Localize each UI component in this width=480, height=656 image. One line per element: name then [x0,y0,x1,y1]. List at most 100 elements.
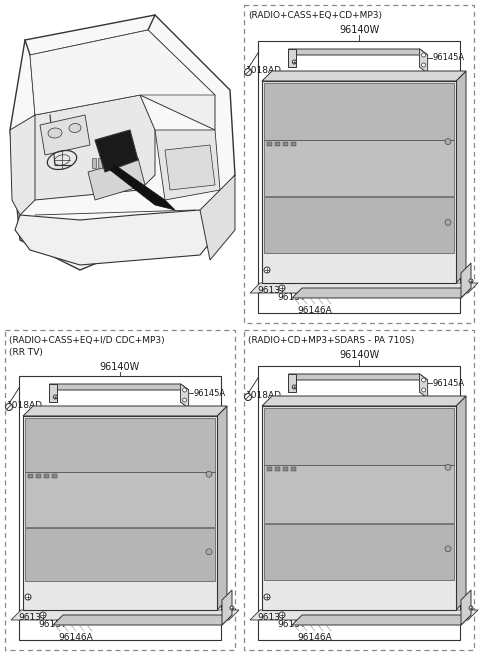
Circle shape [445,546,451,552]
Circle shape [182,398,187,402]
Bar [104,158,108,168]
Polygon shape [49,384,57,402]
Circle shape [445,464,451,470]
Bar [264,523,454,580]
Polygon shape [420,49,428,73]
Bar [283,467,288,471]
Circle shape [279,612,285,618]
Polygon shape [292,615,471,625]
Ellipse shape [48,128,62,138]
Polygon shape [200,175,235,260]
Text: 96140W: 96140W [339,350,379,360]
Polygon shape [262,396,466,406]
Circle shape [461,285,467,291]
Polygon shape [292,288,471,298]
Bar [264,197,454,253]
Ellipse shape [69,123,81,133]
Circle shape [25,594,31,600]
Text: 96146A: 96146A [297,633,332,642]
Polygon shape [23,406,227,416]
Text: 1018AD: 1018AD [246,66,282,75]
Circle shape [461,276,467,281]
Circle shape [279,285,285,291]
Bar [25,418,215,472]
Bar [275,467,280,471]
Circle shape [53,395,57,399]
Bar [98,158,102,168]
Bar [264,465,454,523]
Polygon shape [180,384,189,408]
Bar [23,416,217,610]
Bar [52,474,57,478]
Polygon shape [30,30,215,115]
Text: 1018AD: 1018AD [246,391,282,400]
Polygon shape [165,145,215,190]
Text: 96145A: 96145A [432,54,465,62]
Polygon shape [456,71,466,283]
Text: (RADIO+CASS+EQ+CD+MP3): (RADIO+CASS+EQ+CD+MP3) [248,11,382,20]
Bar [291,142,296,146]
Text: 96137: 96137 [18,613,47,622]
Polygon shape [180,384,189,408]
Polygon shape [222,590,232,625]
Polygon shape [288,374,428,380]
Bar [92,158,96,168]
Bar [36,474,41,478]
Polygon shape [110,165,175,210]
Bar [262,81,456,283]
Bar [267,142,272,146]
Bar [244,5,474,323]
Circle shape [292,60,296,64]
Polygon shape [456,396,466,610]
Circle shape [182,388,187,392]
Bar [262,406,456,610]
Polygon shape [88,158,145,200]
Circle shape [206,549,212,555]
Bar [264,140,454,196]
Bar [291,467,296,471]
Text: 1018AD: 1018AD [7,401,43,410]
Polygon shape [30,30,215,130]
Circle shape [230,606,234,610]
Polygon shape [155,130,220,200]
Circle shape [206,471,212,477]
Bar [264,83,454,140]
Text: 96145A: 96145A [193,388,226,398]
Text: 96140W: 96140W [100,362,140,372]
Circle shape [421,388,426,392]
Polygon shape [288,374,296,392]
Circle shape [244,68,252,75]
Bar [244,330,474,650]
Text: 96100S: 96100S [262,411,297,420]
Circle shape [5,403,12,411]
Text: 96137: 96137 [277,620,306,629]
Text: (RADIO+CD+MP3+SDARS - PA 710S): (RADIO+CD+MP3+SDARS - PA 710S) [248,336,414,345]
Bar [264,408,454,465]
Bar [267,467,272,471]
Circle shape [461,602,467,607]
Polygon shape [420,374,428,398]
Circle shape [421,378,426,382]
Text: 96137: 96137 [257,286,286,295]
Bar [19,376,221,640]
Circle shape [461,613,467,617]
Polygon shape [420,49,428,73]
Polygon shape [49,384,189,390]
Bar [44,474,49,478]
Bar [25,528,215,581]
Circle shape [421,53,426,57]
Text: 96146A: 96146A [297,306,332,315]
Polygon shape [288,49,296,67]
Text: 96137: 96137 [277,293,306,302]
Bar [258,41,460,313]
Polygon shape [11,610,239,620]
Text: 96137: 96137 [38,620,67,629]
Polygon shape [420,374,428,398]
Text: 96137: 96137 [257,613,286,622]
Circle shape [244,394,252,401]
Polygon shape [262,71,466,81]
Circle shape [292,385,296,389]
Circle shape [223,602,228,607]
Text: 96145A: 96145A [432,379,465,388]
Polygon shape [53,615,232,625]
